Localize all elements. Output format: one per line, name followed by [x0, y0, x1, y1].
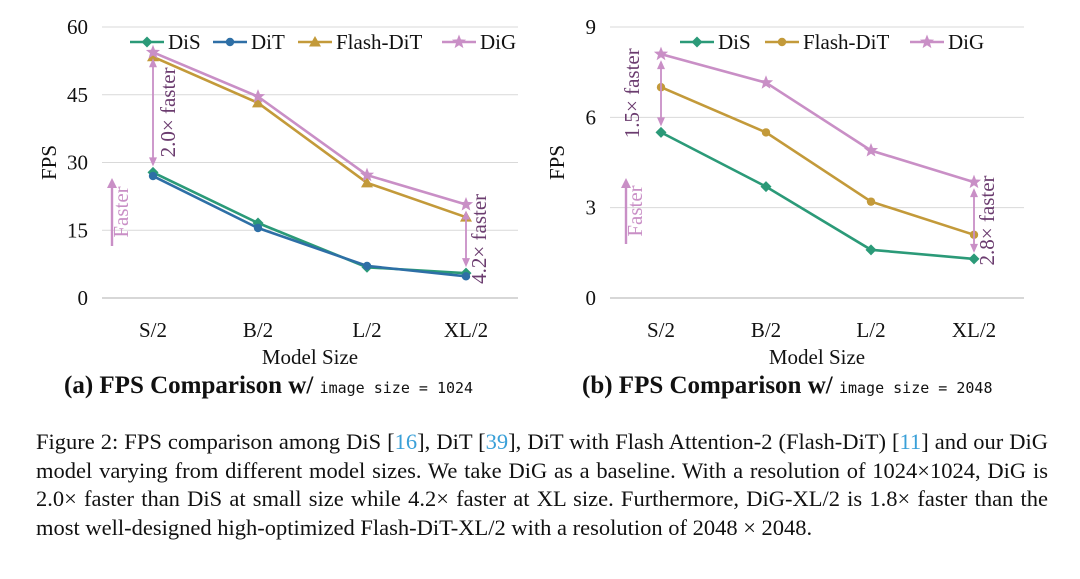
- speedup-arrow-head-bottom: [970, 243, 978, 253]
- faster-label: Faster: [623, 185, 647, 236]
- x-tick-label: B/2: [751, 318, 781, 342]
- data-point-dis: [655, 126, 667, 138]
- legend-label-dis: DiS: [168, 30, 201, 54]
- data-point-dit: [461, 272, 471, 281]
- data-point-dig: [863, 143, 879, 157]
- x-tick-label: S/2: [139, 318, 167, 342]
- speedup-label: 4.2× faster: [467, 194, 491, 284]
- legend-label-dig: DiG: [948, 30, 984, 54]
- subcaption-a-code: image size = 1024: [319, 379, 474, 397]
- series-line-dis: [660, 131, 975, 261]
- speedup-arrow-head-bottom: [149, 157, 157, 167]
- data-point-flash-dit: [361, 176, 373, 188]
- legend-label-dis: DiS: [718, 30, 751, 54]
- legend-marker-dis: [141, 36, 153, 48]
- speedup-arrow-head-bottom: [462, 258, 470, 268]
- faster-arrow-head: [621, 178, 631, 188]
- faster-arrow-head: [107, 178, 117, 188]
- y-tick-label: 3: [586, 196, 597, 220]
- y-axis-title: FPS: [545, 145, 569, 180]
- speedup-label: 2.8× faster: [975, 175, 999, 265]
- series-line-dig: [660, 52, 975, 184]
- caption-label: Figure 2:: [36, 429, 119, 454]
- y-tick-label: 15: [67, 218, 88, 242]
- x-tick-label: XL/2: [952, 318, 996, 342]
- data-point-dis: [968, 253, 980, 265]
- citation-link-16[interactable]: 16: [394, 429, 418, 454]
- data-point-dig: [966, 174, 982, 189]
- legend-marker-dis: [691, 36, 703, 48]
- chart-b: 0 3 6 9 S/2 B/2 L/2 XL/2 Model Size FPS DiS Flash-D…: [545, 15, 1024, 369]
- series-line-flash-dit: [660, 86, 975, 237]
- speedup-arrow-head-top: [970, 188, 978, 198]
- caption-text-1: FPS comparison among DiS [: [118, 429, 395, 454]
- x-tick-label: S/2: [647, 318, 675, 342]
- speedup-arrow-head-bottom: [657, 117, 665, 127]
- speedup-label: 1.5× faster: [620, 48, 644, 138]
- subcaption-a: (a) FPS Comparison w/ image size = 1024: [64, 372, 473, 400]
- data-point-flash-dit: [252, 96, 264, 108]
- faster-label: Faster: [109, 186, 133, 237]
- caption-text-4: ] and our DiG model varying from differe…: [36, 429, 1048, 540]
- series-line-flash-dit: [152, 55, 467, 219]
- series-line-dig: [152, 51, 467, 206]
- figure-area: 0 15 30 45 60 S/2 B/2 L/2 XL/2 Model Size FPS DiS Di…: [37, 15, 1024, 400]
- legend-marker-flash-dit: [309, 36, 321, 47]
- caption-text-3: ], DiT with Flash Attention-2 (Flash-DiT…: [508, 429, 900, 454]
- data-point-dig: [250, 89, 266, 103]
- data-point-dig: [653, 46, 669, 61]
- data-point-dis: [865, 244, 877, 256]
- legend-label-flash-dit: Flash-DiT: [803, 30, 890, 54]
- x-tick-label: L/2: [856, 318, 885, 342]
- legend-label-dit: DiT: [251, 30, 285, 54]
- subcaption-b: (b) FPS Comparison w/ image size = 2048: [582, 372, 993, 400]
- legend-label-flash-dit: Flash-DiT: [336, 30, 423, 54]
- x-axis-title: Model Size: [262, 345, 358, 369]
- data-point-dig: [359, 167, 375, 182]
- x-tick-label: XL/2: [444, 318, 488, 342]
- citation-link-39[interactable]: 39: [485, 429, 509, 454]
- y-tick-label: 6: [586, 105, 597, 129]
- data-point-dis: [760, 181, 772, 193]
- data-point-dig: [145, 44, 161, 59]
- speedup-arrow-head-top: [462, 210, 470, 220]
- data-point-dit: [362, 261, 372, 271]
- data-point-flash-dit: [147, 50, 159, 62]
- y-tick-label: 0: [78, 286, 89, 310]
- y-axis-title: FPS: [37, 145, 61, 180]
- data-point-dit: [148, 171, 158, 181]
- subcaption-a-bold: (a) FPS Comparison w/: [64, 372, 314, 399]
- speedup-arrow-head-top: [657, 60, 665, 70]
- legend-label-dig: DiG: [480, 30, 516, 54]
- speedup-arrow-head-top: [149, 58, 157, 68]
- y-tick-label: 60: [67, 15, 88, 39]
- chart-a: 0 15 30 45 60 S/2 B/2 L/2 XL/2 Model Size FPS DiS Di…: [37, 15, 518, 369]
- x-tick-label: L/2: [352, 318, 381, 342]
- data-point-dig: [458, 197, 474, 211]
- x-axis-title: Model Size: [769, 345, 865, 369]
- data-point-flash-dit: [866, 197, 876, 206]
- series-line-dis: [152, 171, 467, 275]
- y-tick-label: 0: [586, 286, 597, 310]
- data-point-dit: [253, 223, 263, 233]
- legend-marker-dig: [919, 34, 935, 49]
- data-point-flash-dit: [761, 128, 771, 137]
- legend-marker-flash-dit: [777, 37, 787, 47]
- x-tick-label: B/2: [243, 318, 273, 342]
- legend-marker-dit: [225, 37, 235, 47]
- y-tick-label: 45: [67, 83, 88, 107]
- data-point-dig: [758, 75, 774, 89]
- series-line-dit: [152, 174, 467, 278]
- y-tick-label: 30: [67, 151, 88, 175]
- caption-text-2: ], DiT [: [417, 429, 486, 454]
- citation-link-11[interactable]: 11: [899, 429, 922, 454]
- figure-caption: Figure 2: FPS comparison among DiS [16],…: [36, 428, 1048, 542]
- legend-marker-dig: [451, 34, 467, 49]
- y-tick-label: 9: [586, 15, 597, 39]
- subcaption-b-bold: (b) FPS Comparison w/: [582, 372, 833, 399]
- subcaption-b-code: image size = 2048: [838, 379, 993, 397]
- speedup-label: 2.0× faster: [156, 67, 180, 157]
